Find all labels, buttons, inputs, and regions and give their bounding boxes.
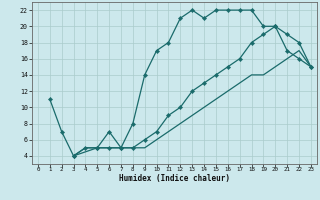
X-axis label: Humidex (Indice chaleur): Humidex (Indice chaleur) bbox=[119, 174, 230, 183]
